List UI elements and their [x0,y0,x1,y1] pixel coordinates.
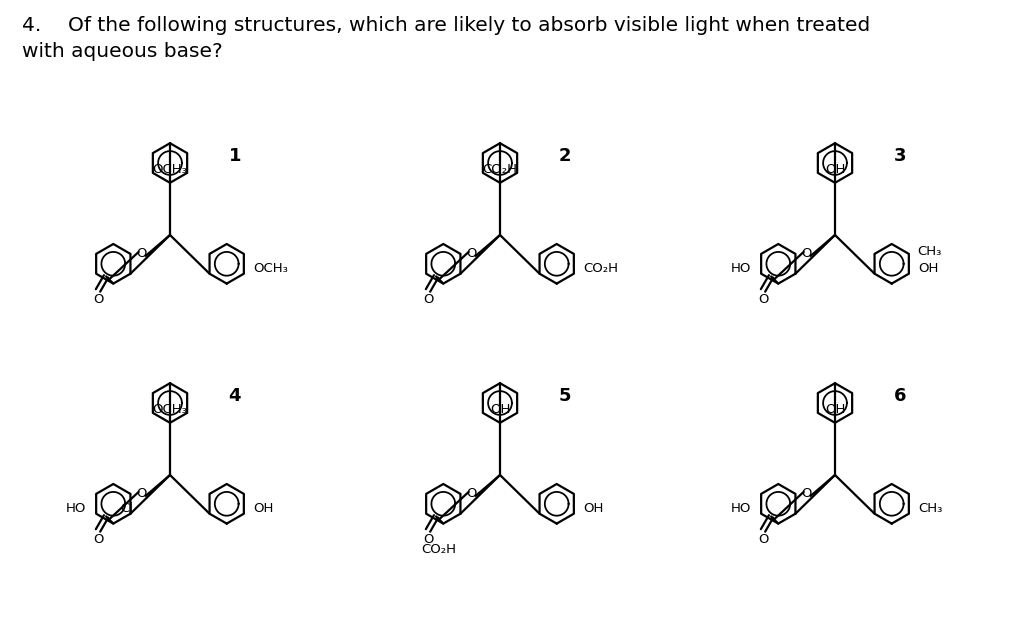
Text: O: O [758,533,768,546]
Text: 6: 6 [894,387,906,405]
Text: Cl: Cl [120,502,133,515]
Text: O: O [136,247,146,260]
Text: O: O [93,533,103,546]
Text: OH: OH [919,262,939,275]
Text: with aqueous base?: with aqueous base? [22,42,222,61]
Text: O: O [423,293,433,306]
Text: OCH₃: OCH₃ [254,262,289,275]
Text: CO₂H: CO₂H [421,543,456,556]
Text: 3: 3 [894,147,906,165]
Text: HO: HO [731,262,752,275]
Text: O: O [802,487,812,500]
Text: 5: 5 [558,387,571,405]
Text: CO₂H: CO₂H [482,163,517,176]
Text: HO: HO [67,502,86,515]
Text: Of the following structures, which are likely to absorb visible light when treat: Of the following structures, which are l… [68,16,870,35]
Text: OH: OH [489,403,510,416]
Text: CO₂H: CO₂H [584,262,618,275]
Text: CH₃: CH₃ [919,502,943,515]
Text: 1: 1 [228,147,241,165]
Text: O: O [93,293,103,306]
Text: OH: OH [254,502,273,515]
Text: 2: 2 [558,147,571,165]
Text: OCH₃: OCH₃ [153,403,187,416]
Text: O: O [758,293,768,306]
Text: OH: OH [824,403,845,416]
Text: O: O [802,247,812,260]
Text: OH: OH [584,502,604,515]
Text: O: O [423,533,433,546]
Text: OCH₃: OCH₃ [153,163,187,176]
Text: O: O [136,487,146,500]
Text: 4: 4 [228,387,241,405]
Text: O: O [467,247,477,260]
Text: CH₃: CH₃ [918,245,942,258]
Text: HO: HO [731,502,752,515]
Text: 4.: 4. [22,16,41,35]
Text: OH: OH [824,163,845,176]
Text: O: O [467,487,477,500]
